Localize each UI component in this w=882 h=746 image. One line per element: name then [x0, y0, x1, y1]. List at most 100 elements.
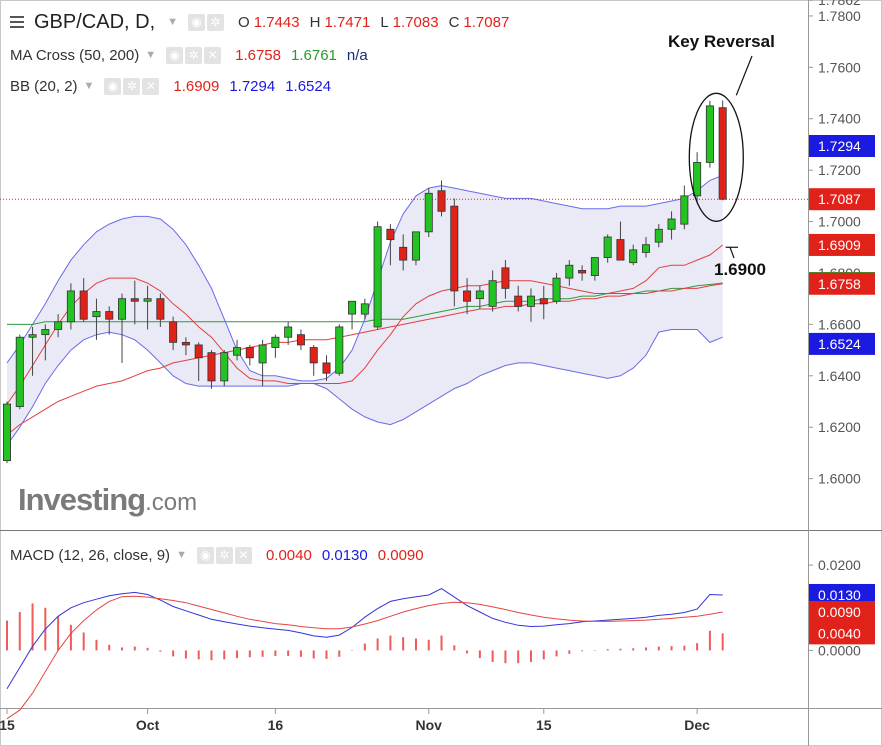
bb-value-1: 1.6909: [173, 77, 220, 95]
macd-line: [6, 588, 723, 690]
candle-body: [501, 267, 510, 289]
candle-body: [245, 347, 254, 359]
candle-body: [590, 257, 599, 276]
symbol-label[interactable]: GBP/CAD, D,: [34, 10, 156, 33]
bb-name[interactable]: BB (20, 2): [10, 77, 78, 95]
candle-body: [348, 300, 357, 315]
chevron-down-icon[interactable]: ▼: [145, 49, 157, 61]
macd-name[interactable]: MACD (12, 26, close, 9): [10, 546, 171, 564]
price-tick-label: 1.6600: [818, 316, 861, 332]
candle-body: [642, 244, 651, 253]
candle-body: [296, 334, 305, 346]
candle-body: [450, 205, 459, 292]
bb-lower-tag: 1.6524: [818, 336, 861, 352]
macd-value-3: 0.0090: [377, 546, 424, 564]
ma-legend: MA Cross (50, 200) ▼ ◉ ✲ ✕ 1.6758 1.6761…: [10, 43, 378, 67]
candle-body: [437, 190, 446, 212]
candle-body: [526, 295, 535, 307]
price-tick-label: 1.7600: [818, 59, 861, 75]
candle-body: [475, 290, 484, 300]
candle-body: [603, 236, 612, 258]
candle-body: [118, 298, 127, 320]
macd-tools: ◉ ✲ ✕: [196, 546, 252, 564]
eye-icon[interactable]: ◉: [104, 77, 122, 95]
symbol-tools: ◉ ✲: [188, 13, 225, 31]
chevron-down-icon[interactable]: ▼: [167, 16, 179, 28]
candle-body: [411, 231, 420, 261]
ma-name[interactable]: MA Cross (50, 200): [10, 46, 140, 64]
eye-icon[interactable]: ◉: [188, 13, 206, 31]
low-value: 1.7083: [392, 13, 439, 31]
level-pointer: [729, 247, 735, 259]
candle-body: [488, 280, 497, 307]
chevron-down-icon[interactable]: ▼: [83, 80, 95, 92]
price-tick-label: 1.7400: [818, 111, 861, 127]
price-tick-label: 1.7000: [818, 214, 861, 230]
price-tick-label: 1.7862: [818, 0, 861, 8]
candle-body: [693, 162, 702, 197]
candle-body: [28, 334, 37, 338]
macd-tick-label: 0.0200: [818, 557, 861, 573]
macd-value-1: 0.0040: [265, 546, 312, 564]
candle-body: [207, 352, 216, 382]
candle-body: [258, 344, 267, 364]
time-tick-label: 15: [536, 717, 552, 733]
ma-value-2: 1.6761: [291, 46, 337, 64]
gear-icon[interactable]: ✲: [123, 77, 141, 95]
bb-upper-tag: 1.7294: [818, 138, 861, 154]
macd-legend: MACD (12, 26, close, 9) ▼ ◉ ✲ ✕ 0.0040 0…: [10, 543, 434, 567]
sma50-line: [7, 282, 723, 325]
sma200-line: [6, 283, 723, 436]
candle-body: [552, 277, 561, 302]
gear-icon[interactable]: ✲: [185, 46, 203, 64]
bb-band-fill: [7, 175, 723, 446]
candle-body: [386, 228, 395, 240]
eye-icon[interactable]: ◉: [166, 46, 184, 64]
time-tick-label: 16: [268, 717, 284, 733]
close-icon[interactable]: ✕: [204, 46, 222, 64]
price-tick-label: 1.7200: [818, 162, 861, 178]
candle-body: [718, 107, 727, 200]
candle-body: [578, 269, 587, 274]
chevron-down-icon[interactable]: ▼: [176, 549, 187, 561]
histogram-tag-bg: [809, 622, 875, 645]
candle-body: [322, 362, 331, 374]
price-tick-label: 1.6200: [818, 419, 861, 435]
time-tick-label: 15: [0, 717, 15, 733]
candle-body: [284, 326, 293, 338]
high-label: H: [309, 13, 321, 31]
candle-body: [41, 329, 50, 336]
candle-body: [373, 226, 382, 328]
gear-icon[interactable]: ✲: [207, 13, 225, 31]
candle-body: [654, 228, 663, 243]
close-icon[interactable]: ✕: [142, 77, 160, 95]
candle-body: [15, 336, 24, 408]
eye-icon[interactable]: ◉: [196, 546, 214, 564]
reversal-ellipse: [688, 92, 744, 222]
candle-body: [220, 352, 229, 382]
signal-line: [6, 595, 723, 720]
candle-body: [169, 321, 178, 343]
candle-body: [399, 246, 408, 261]
open-value: 1.7443: [253, 13, 300, 31]
candle-body: [194, 344, 203, 359]
ma-tools: ◉ ✲ ✕: [166, 46, 222, 64]
signal-tag-bg: [809, 601, 875, 624]
bb-upper-tag-bg: [809, 134, 875, 157]
macd-tag-bg: [809, 583, 875, 606]
main-legend: GBP/CAD, D, ▼ ◉ ✲ O 1.7443 H 1.7471 L 1.…: [10, 10, 519, 34]
candle-body: [271, 336, 280, 348]
level-annotation: 1.6900: [714, 260, 766, 279]
bb-lower-line: [6, 329, 723, 446]
candle-body: [616, 239, 625, 261]
candle-body: [156, 298, 165, 320]
time-tick-label: Oct: [136, 717, 160, 733]
logo-text: Investing: [18, 482, 146, 517]
close-icon[interactable]: ✕: [234, 546, 252, 564]
candle-body: [539, 298, 548, 305]
menu-icon[interactable]: [10, 16, 24, 28]
gear-icon[interactable]: ✲: [215, 546, 233, 564]
bb-legend: BB (20, 2) ▼ ◉ ✲ ✕ 1.6909 1.7294 1.6524: [10, 74, 341, 98]
time-tick-label: Dec: [684, 717, 710, 733]
